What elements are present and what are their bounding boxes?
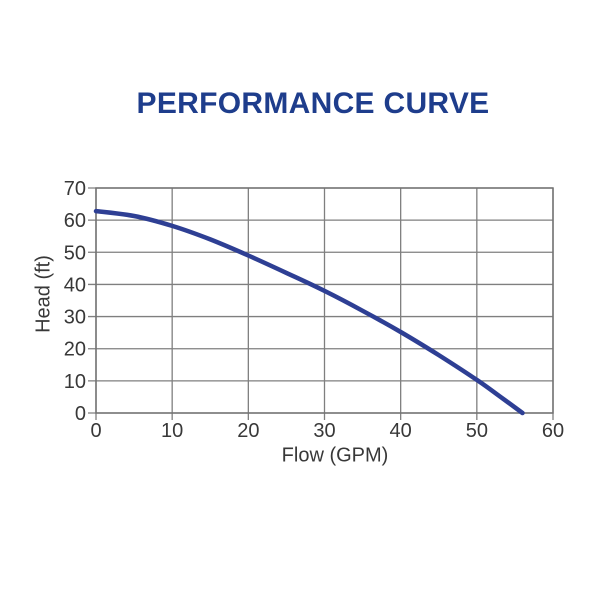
y-tick-label: 0	[75, 403, 86, 425]
y-tick-label: 40	[64, 274, 86, 296]
y-tick-label: 70	[64, 178, 86, 200]
y-tick-label: 10	[64, 371, 86, 393]
y-axis-label: Head (ft)	[32, 255, 55, 333]
x-tick-label: 0	[90, 420, 101, 442]
x-axis-label: Flow (GPM)	[281, 444, 389, 467]
y-tick-label: 60	[64, 210, 86, 232]
y-tick-label: 20	[64, 339, 86, 361]
x-tick-label: 60	[542, 420, 564, 442]
x-tick-label: 40	[390, 420, 412, 442]
plot-border	[95, 187, 554, 414]
x-tick-label: 30	[313, 420, 335, 442]
chart-title: PERFORMANCE CURVE	[136, 87, 490, 120]
pump-performance-curve	[93, 208, 525, 416]
x-tick-label: 50	[466, 420, 488, 442]
y-tick-label: 50	[64, 242, 86, 264]
x-tick-label: 10	[161, 420, 183, 442]
x-tick-label: 20	[237, 420, 259, 442]
y-tick-label: 30	[64, 307, 86, 329]
